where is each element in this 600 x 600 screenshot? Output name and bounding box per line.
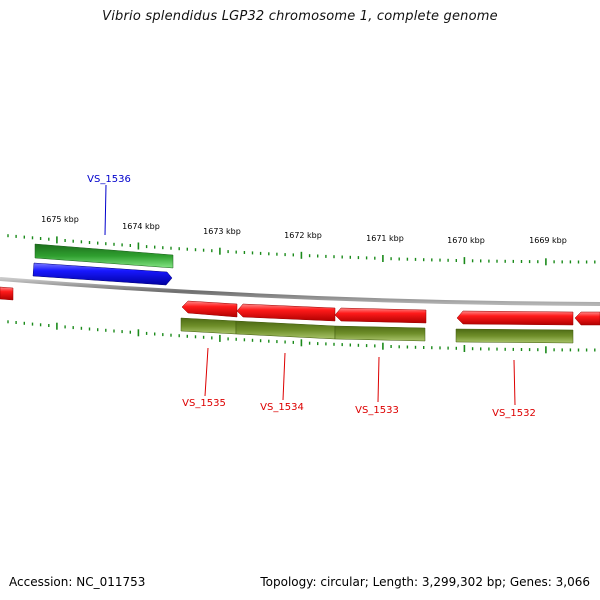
genome-backbone <box>0 277 600 306</box>
gene-label-vs-1535[interactable]: VS_1535 <box>182 398 226 409</box>
gene-arrow-vs-1535[interactable] <box>181 300 238 318</box>
leader-line-vs-1536 <box>104 184 107 236</box>
gene-label-vs-1534[interactable]: VS_1534 <box>260 402 304 413</box>
feature-bar-green[interactable] <box>34 243 174 269</box>
leader-line-vs-1535 <box>204 347 209 397</box>
gene-arrow-left-edge[interactable] <box>0 286 14 301</box>
feature-bar-olive-4[interactable] <box>455 328 574 344</box>
gene-label-vs-1532[interactable]: VS_1532 <box>492 408 536 419</box>
gene-arrow-vs-1533[interactable] <box>334 307 427 324</box>
map-title: Vibrio splendidus LGP32 chromosome 1, co… <box>102 9 498 24</box>
scale-label-1669: 1669 kbp <box>529 236 567 245</box>
scale-label-1673: 1673 kbp <box>203 227 241 236</box>
feature-bar-olive-1[interactable] <box>180 317 237 335</box>
gene-arrow-vs-1536[interactable] <box>32 262 173 286</box>
gene-label-vs-1533[interactable]: VS_1533 <box>355 405 399 416</box>
gene-label-vs-1536[interactable]: VS_1536 <box>87 174 131 185</box>
leader-line-vs-1534 <box>282 352 286 401</box>
scale-label-1672: 1672 kbp <box>284 231 322 240</box>
leader-line-vs-1533 <box>377 356 380 403</box>
scale-label-1671: 1671 kbp <box>366 234 404 243</box>
accession-label: Accession: NC_011753 <box>9 575 146 589</box>
scale-label-1674: 1674 kbp <box>122 222 160 231</box>
scale-label-1675: 1675 kbp <box>41 215 79 224</box>
leader-line-vs-1532 <box>513 359 516 406</box>
scale-label-1670: 1670 kbp <box>447 236 485 245</box>
genome-summary: Topology: circular; Length: 3,299,302 bp… <box>260 575 590 589</box>
scale-ticks-outer <box>7 234 596 266</box>
feature-bar-olive-3[interactable] <box>334 325 426 342</box>
gene-arrow-right-edge[interactable] <box>574 311 600 326</box>
gene-arrow-vs-1532[interactable] <box>456 310 574 326</box>
feature-bar-olive-2[interactable] <box>235 320 336 340</box>
scale-ticks-inner <box>7 320 596 354</box>
gene-arrow-vs-1534[interactable] <box>236 303 336 322</box>
